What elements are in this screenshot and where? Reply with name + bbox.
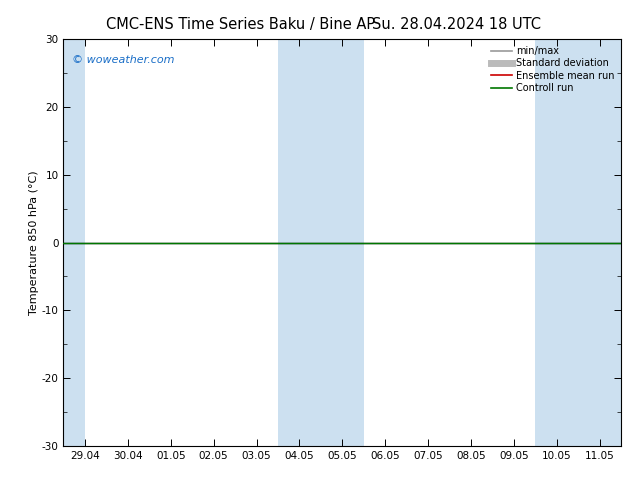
Text: CMC-ENS Time Series Baku / Bine AP: CMC-ENS Time Series Baku / Bine AP [107,17,375,32]
Legend: min/max, Standard deviation, Ensemble mean run, Controll run: min/max, Standard deviation, Ensemble me… [489,44,616,95]
Text: © woweather.com: © woweather.com [72,55,174,66]
Bar [536,39,621,446]
Bar [63,39,85,446]
Y-axis label: Temperature 850 hPa (°C): Temperature 850 hPa (°C) [29,170,39,315]
Bar [278,39,364,446]
Text: Su. 28.04.2024 18 UTC: Su. 28.04.2024 18 UTC [372,17,541,32]
